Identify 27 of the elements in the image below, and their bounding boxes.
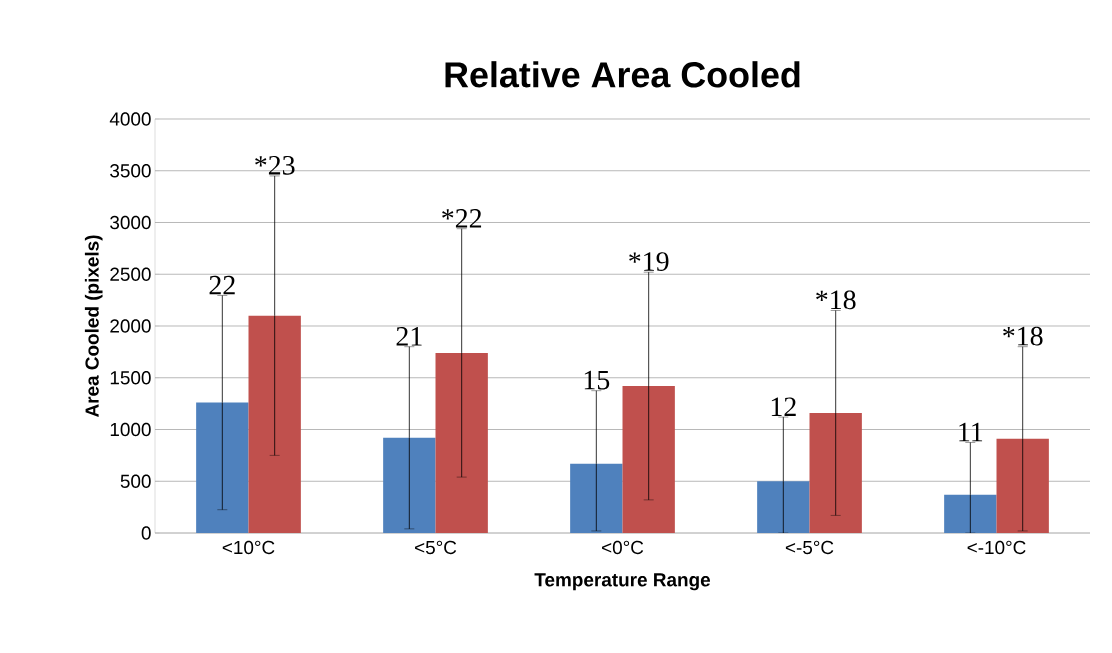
y-tick-label: 0	[141, 526, 151, 540]
annotation: *18	[1003, 326, 1043, 346]
y-tick-label: 1000	[110, 422, 151, 437]
x-tick-label: <-5°C	[785, 540, 834, 555]
annotation: 22	[209, 275, 235, 295]
x-tick-label: <5°C	[415, 540, 457, 555]
y-tick-label: 1500	[110, 371, 151, 385]
y-tick-label: 2000	[110, 319, 151, 333]
x-tick-label: <-10°C	[967, 540, 1026, 555]
annotation: *18	[816, 290, 856, 310]
x-tick-label: <10°C	[222, 540, 275, 555]
y-tick-label: 3000	[110, 215, 151, 230]
annotation: *19	[629, 252, 669, 271]
annotation: 21	[396, 327, 422, 346]
y-tick-label: 500	[120, 474, 151, 488]
y-axis-title: Area Cooled (pixels)	[84, 235, 103, 418]
annotation: 11	[959, 422, 983, 442]
annotation: *22	[442, 209, 482, 228]
y-tick-label: 4000	[109, 112, 151, 126]
annotation: 15	[584, 370, 610, 390]
x-axis-title: Temperature Range	[534, 573, 711, 591]
annotation: 12	[771, 397, 796, 416]
annotation: *23	[255, 155, 295, 175]
y-tick-label: 2500	[110, 267, 151, 281]
y-tick-label: 3500	[110, 164, 151, 178]
x-tick-label: <0°C	[602, 540, 644, 555]
chart-title: Relative Area Cooled	[445, 61, 800, 88]
